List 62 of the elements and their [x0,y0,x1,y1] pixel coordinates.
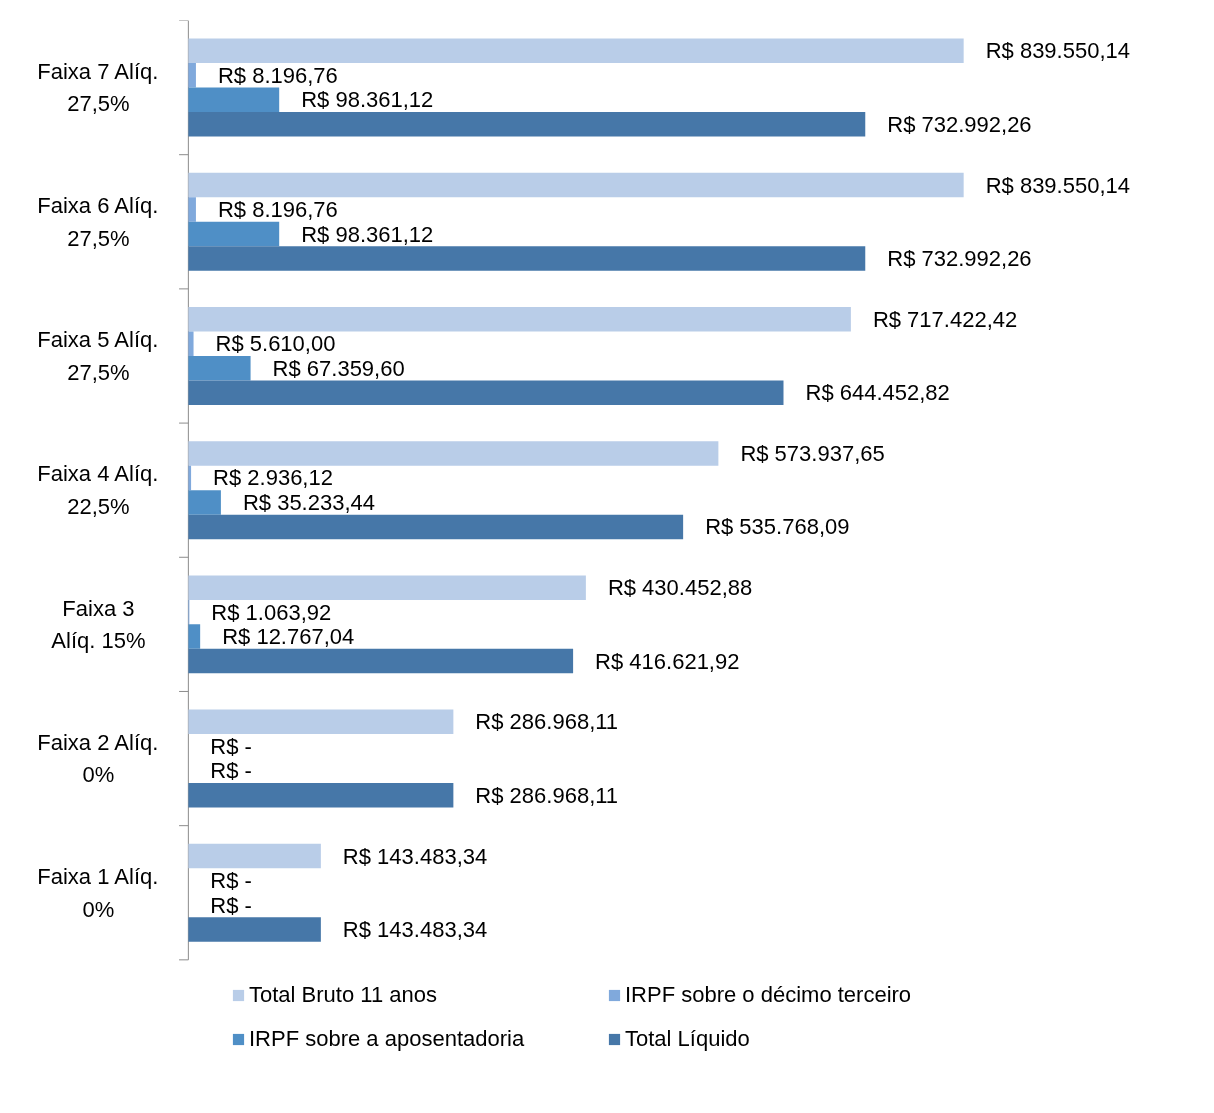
bar [188,63,196,88]
bar [188,648,574,674]
data-label: R$ 2.936,12 [213,465,333,491]
data-label: R$ 98.361,12 [301,221,434,247]
data-label: R$ 416.621,92 [595,648,740,674]
bar [188,575,586,600]
y-tick-label: Faixa 2 Alíq. 0% [37,729,159,788]
bar [188,380,784,405]
bar [188,624,201,649]
bar [188,112,866,137]
y-tick-label: Faixa 1 Alíq. 0% [37,864,159,922]
data-label: R$ 12.767,04 [222,624,355,650]
data-label: R$ 573.937,65 [740,440,885,466]
legend-label: IRPF sobre o décimo terceiro [625,982,913,1008]
legend-label: Total Bruto 11 anos [249,982,438,1008]
data-label: R$ 717.422,42 [872,306,1018,332]
data-label: R$ 839.550,14 [985,172,1131,198]
data-label: R$ 644.452,82 [805,380,950,406]
bar [188,197,196,222]
y-tick-label: Faixa 4 Alíq. 22,5% [37,461,159,519]
bar [188,355,251,381]
data-label: R$ 8.196,76 [217,62,338,88]
data-label: R$ 430.452,88 [607,575,753,601]
data-label: R$ 67.359,60 [272,355,405,381]
bar [188,172,964,198]
data-label: R$ 143.483,34 [342,843,488,869]
data-label: R$ - [210,868,252,894]
data-label: R$ 732.992,26 [887,111,1032,137]
legend-label: IRPF sobre a aposentadoria [249,1026,526,1052]
data-label: R$ 8.196,76 [217,197,338,223]
data-label: R$ 35.233,44 [242,489,376,515]
bar [188,917,321,942]
bar [188,38,964,64]
bar [188,514,684,540]
y-tick-label: Faixa 6 Alíq. 27,5% [37,193,159,251]
legend-label: Total Líquido [625,1026,751,1052]
data-label: R$ - [210,892,252,918]
bar [188,490,221,515]
data-label: R$ 1.063,92 [211,599,332,625]
bar [188,331,194,356]
data-label: R$ 286.968,11 [475,782,619,808]
data-label: R$ 98.361,12 [301,87,434,113]
bar [188,709,454,735]
bar [188,783,454,808]
bar [188,441,719,466]
y-tick-label: Faixa 7 Alíq. 27,5% [37,58,159,117]
y-tick-label: Faixa 3 Alíq. 15% [51,595,146,654]
y-tick-label: Faixa 5 Alíq. 27,5% [37,327,159,385]
bar [188,221,280,247]
data-label: R$ - [210,758,252,784]
data-label: R$ 143.483,34 [342,916,488,942]
bar [188,843,321,869]
data-label: R$ - [210,733,252,759]
bar [188,246,866,271]
data-label: R$ 5.610,00 [215,331,336,357]
data-label: R$ 839.550,14 [985,38,1131,64]
bar [188,465,192,491]
bar [188,87,280,113]
data-label: R$ 535.768,09 [705,514,850,540]
data-label: R$ 286.968,11 [475,709,619,735]
bar [188,307,851,332]
data-label: R$ 732.992,26 [887,246,1032,272]
